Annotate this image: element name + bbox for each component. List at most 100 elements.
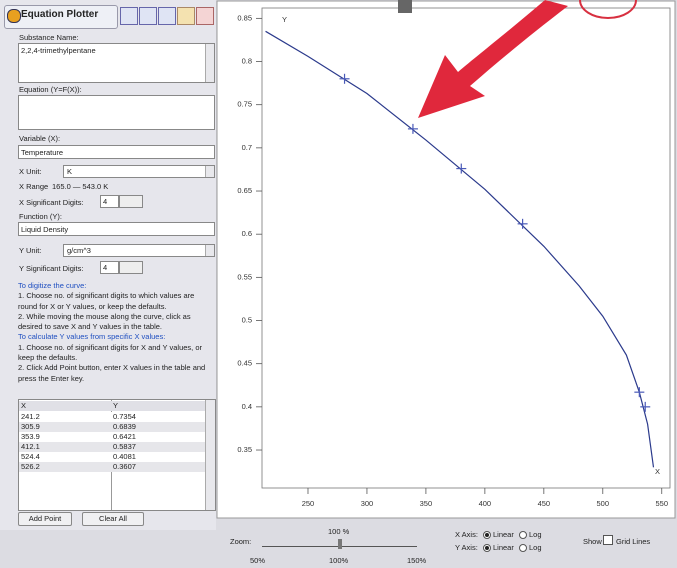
zoom-thumb[interactable]	[338, 539, 342, 549]
grid-option: Grid Lines	[616, 537, 651, 546]
dropdown-arrow[interactable]	[205, 245, 214, 256]
field-text: K	[67, 167, 73, 176]
grid-label: Show	[583, 537, 602, 546]
x-tick-label: 550	[655, 499, 668, 508]
instruction-heading: To calculate Y values from specific X va…	[18, 332, 166, 342]
radio[interactable]	[483, 544, 491, 552]
x-tick-label: 250	[302, 499, 315, 508]
tool-button[interactable]	[177, 7, 195, 25]
table-cell: 241.2	[21, 412, 40, 421]
radio[interactable]	[483, 531, 491, 539]
instruction-step: 1. Choose no. of significant digits to w…	[18, 291, 195, 311]
y-tick-label: 0.45	[237, 359, 252, 368]
tool-button[interactable]	[158, 7, 176, 25]
instruction-step: 1. Choose no. of significant digits for …	[18, 342, 202, 363]
header-cell: Y	[113, 401, 119, 410]
table-row[interactable]: 305.9 0.6839	[19, 422, 205, 432]
digitized-point	[339, 73, 350, 84]
label: X Range	[19, 182, 49, 191]
table-cell: 0.6839	[113, 422, 136, 431]
x-range: 165.0 — 543.0 K	[52, 182, 109, 191]
label: Function (Y):	[19, 212, 62, 221]
scrollbar[interactable]	[205, 400, 215, 510]
scrollbar[interactable]	[205, 44, 214, 82]
digitized-point	[407, 123, 418, 134]
y-tick-label: 0.75	[237, 100, 252, 109]
field-text: Temperature	[21, 148, 64, 157]
y-unit-select[interactable]: g/cm^3	[63, 244, 215, 257]
digitized-point	[640, 401, 651, 412]
dropdown-arrow[interactable]	[205, 166, 214, 177]
table-cell: 0.7354	[113, 412, 136, 421]
add-point-button[interactable]: Add Point	[18, 512, 72, 526]
plot-panel[interactable]: Y X 0.35 0.4 0.45 0.5 0.55 0.6 0.65 0.7 0.75 0.8 0…	[215, 0, 677, 520]
title-tab	[4, 5, 118, 29]
spinner[interactable]	[119, 261, 143, 274]
y-digits-field[interactable]: 4	[100, 261, 119, 274]
variable-field[interactable]: Temperature	[18, 145, 215, 159]
left-panel: Equation Plotter Substance Name: 2,2,4-t…	[0, 0, 216, 530]
zoom-tick: 150%	[407, 556, 427, 565]
clear-all-button[interactable]: Clear All	[82, 512, 144, 526]
table-cell: 305.9	[21, 422, 40, 431]
radio-dot	[485, 546, 489, 550]
label: Y Unit:	[19, 246, 42, 255]
grid-checkbox[interactable]	[603, 535, 613, 545]
x-tick-label: 450	[538, 499, 551, 508]
table-cell: 0.6421	[113, 432, 136, 441]
y-tick-label: 0.4	[242, 402, 252, 411]
y-tick-label: 0.55	[237, 272, 252, 281]
y-axis-label: Y	[282, 15, 287, 24]
x-tick-label: 500	[597, 499, 610, 508]
tool-button[interactable]	[120, 7, 138, 25]
tool-button[interactable]	[139, 7, 157, 25]
label: Equation (Y=F(X)):	[19, 85, 82, 94]
app-title: Equation Plotter	[21, 9, 99, 20]
table-row[interactable]: 526.2 0.3607	[19, 462, 205, 472]
table-cell: 353.9	[21, 432, 40, 441]
table-row[interactable]: 241.2 0.7354	[19, 412, 205, 422]
y-tick-label: 0.5	[242, 316, 252, 325]
x-axis-label: X	[655, 467, 660, 476]
table-row[interactable]: 353.9 0.6421	[19, 432, 205, 442]
digitized-point	[456, 163, 467, 174]
radio[interactable]	[519, 531, 527, 539]
app-icon	[7, 9, 21, 23]
equation-field[interactable]	[18, 95, 215, 130]
y-tick-label: 0.8	[242, 57, 252, 66]
label: Substance Name:	[19, 33, 79, 42]
x-digits-field[interactable]: 4	[100, 195, 119, 208]
table-cell: 524.4	[21, 452, 40, 461]
label: Variable (X):	[19, 134, 61, 143]
digitized-point	[517, 218, 528, 229]
axis-option-label: Y Axis:	[455, 543, 478, 552]
y-tick-label: 0.7	[242, 143, 252, 152]
substance-field[interactable]: 2,2,4-trimethylpentane	[18, 43, 215, 83]
field-text: Liquid Density	[21, 225, 69, 234]
zoom-value: 100 %	[328, 527, 350, 536]
field-text: 2,2,4-trimethylpentane	[21, 46, 96, 55]
field-text: 4	[103, 263, 108, 272]
table-cell: 526.2	[21, 462, 40, 471]
zoom-tick: 100%	[329, 556, 349, 565]
axis-option-label: X Axis:	[455, 530, 478, 539]
instructions: To digitize the curve: 1. Choose no. of s…	[18, 281, 214, 384]
table-row[interactable]: 412.1 0.5837	[19, 442, 205, 452]
function-field[interactable]: Liquid Density	[18, 222, 215, 236]
table-row[interactable]: 524.4 0.4081	[19, 452, 205, 462]
x-unit-select[interactable]: K	[63, 165, 215, 178]
table-cell: 0.3607	[113, 462, 136, 471]
points-table[interactable]: X Y 241.2 0.7354 305.9 0.6839 353.9 0.6421 412.1…	[18, 399, 216, 511]
label: X Significant Digits:	[19, 198, 84, 207]
instruction-heading: To digitize the curve:	[18, 281, 87, 290]
instruction-step: 2. Click Add Point button, enter X value…	[18, 363, 206, 383]
radio[interactable]	[519, 544, 527, 552]
x-tick-label: 350	[420, 499, 433, 508]
tool-button[interactable]	[196, 7, 214, 25]
x-tick-label: 400	[479, 499, 492, 508]
field-text: 4	[103, 197, 108, 206]
y-tick-label: 0.85	[237, 13, 252, 22]
spinner[interactable]	[119, 195, 143, 208]
label: X Unit:	[19, 167, 42, 176]
